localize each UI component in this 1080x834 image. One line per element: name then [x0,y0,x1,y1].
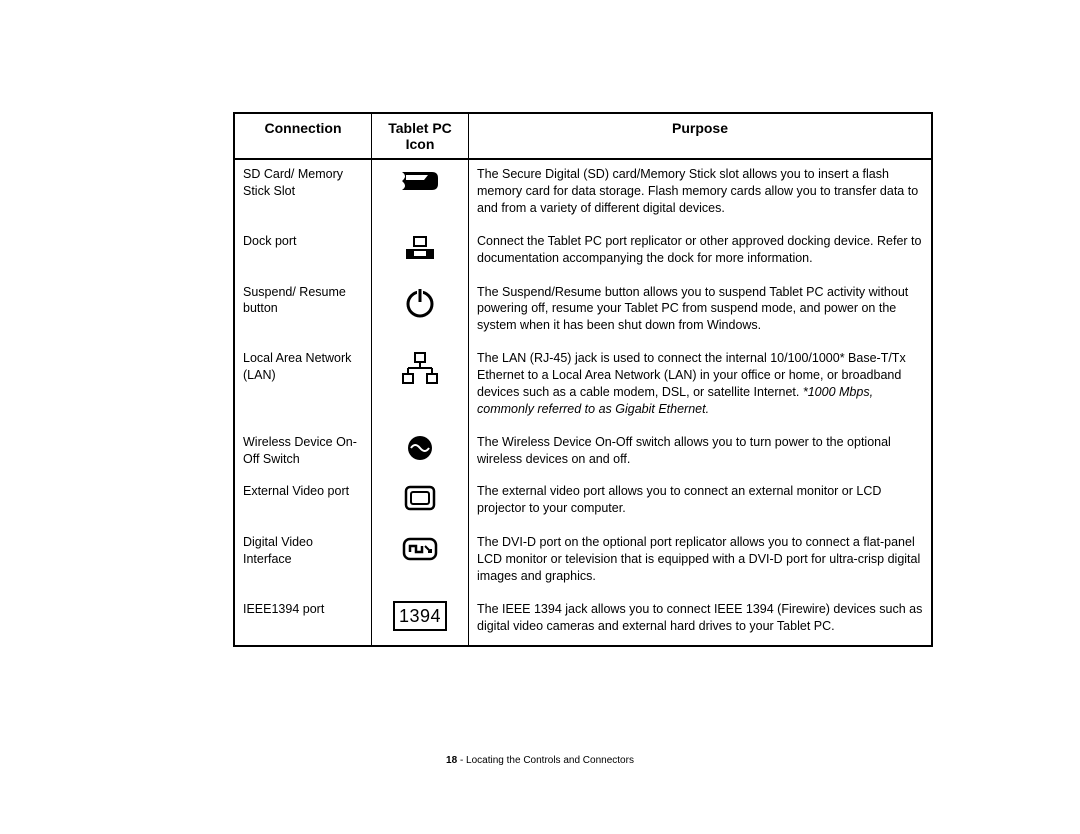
page-footer: 18 - Locating the Controls and Connector… [0,755,1080,766]
purpose-text: The DVI-D port on the optional port repl… [469,528,933,595]
header-connection: Connection [234,113,372,159]
header-icon: Tablet PC Icon [372,113,469,159]
purpose-text: The Secure Digital (SD) card/Memory Stic… [469,159,933,227]
ieee1394-icon: 1394 [372,595,469,646]
purpose-text: The IEEE 1394 jack allows you to connect… [469,595,933,646]
table-row: Local Area Network (LAN) The LAN (RJ-45)… [234,344,932,428]
sd-card-icon [372,159,469,227]
connection-label: IEEE1394 port [234,595,372,646]
table-row: Dock port Connect the Tablet PC port rep… [234,227,932,278]
connection-label: Digital Video Interface [234,528,372,595]
purpose-text: The Suspend/Resume button allows you to … [469,278,933,345]
ieee1394-label: 1394 [393,601,447,631]
power-icon [372,278,469,345]
connection-label: Local Area Network (LAN) [234,344,372,428]
table-row: SD Card/ Memory Stick Slot The Secure Di… [234,159,932,227]
page-content: Connection Tablet PC Icon Purpose SD Car… [233,112,933,647]
connection-label: SD Card/ Memory Stick Slot [234,159,372,227]
table-row: Digital Video Interface The DVI-D port o… [234,528,932,595]
table-row: IEEE1394 port 1394 The IEEE 1394 jack al… [234,595,932,646]
dock-icon [372,227,469,278]
connection-label: Wireless Device On-Off Switch [234,428,372,478]
purpose-text: The LAN (RJ-45) jack is used to connect … [469,344,933,428]
connection-label: Dock port [234,227,372,278]
purpose-text: The Wireless Device On-Off switch allows… [469,428,933,478]
header-purpose: Purpose [469,113,933,159]
table-header-row: Connection Tablet PC Icon Purpose [234,113,932,159]
table-row: Wireless Device On-Off Switch The Wirele… [234,428,932,478]
page-number: 18 [446,755,457,766]
video-icon [372,477,469,528]
dvi-icon [372,528,469,595]
connection-label: External Video port [234,477,372,528]
table-row: External Video port The external video p… [234,477,932,528]
purpose-text: Connect the Tablet PC port replicator or… [469,227,933,278]
table-row: Suspend/ Resume button The Suspend/Resum… [234,278,932,345]
purpose-text: The external video port allows you to co… [469,477,933,528]
lan-icon [372,344,469,428]
connections-table: Connection Tablet PC Icon Purpose SD Car… [233,112,933,647]
connection-label: Suspend/ Resume button [234,278,372,345]
footer-text: - Locating the Controls and Connectors [457,755,634,766]
wireless-icon [372,428,469,478]
